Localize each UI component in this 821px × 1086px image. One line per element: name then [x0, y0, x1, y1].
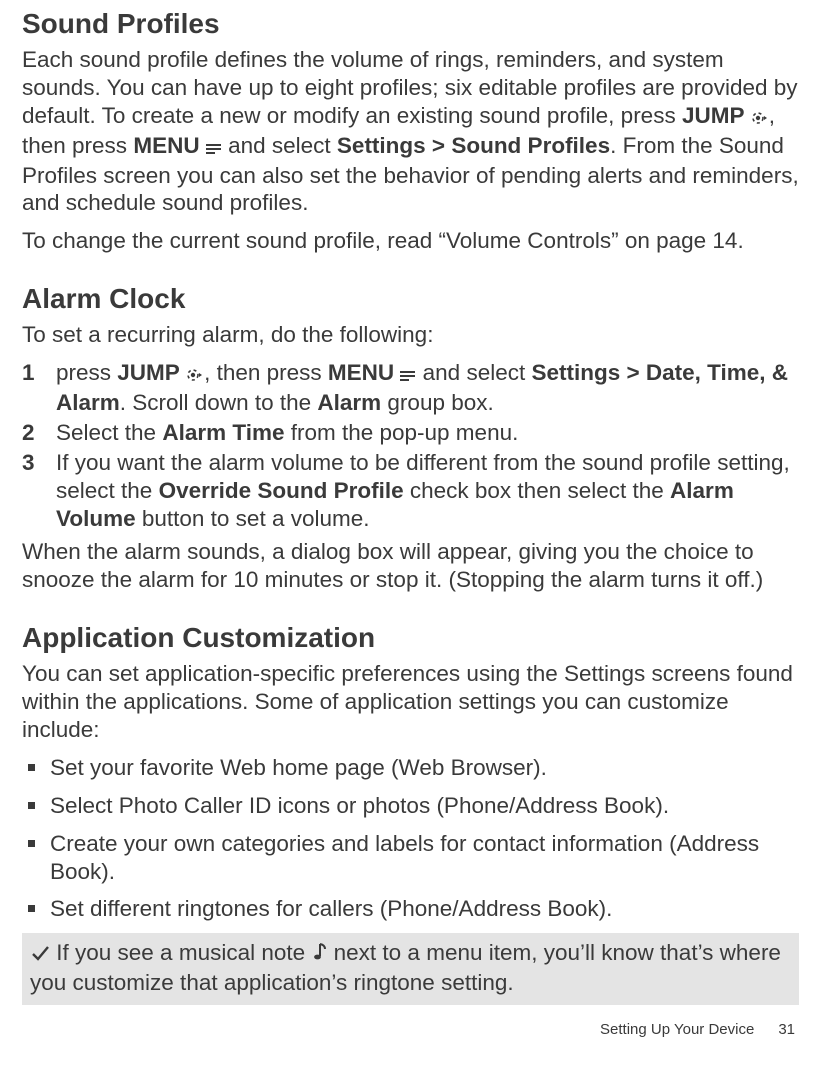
jump-icon — [186, 361, 204, 389]
footer-section-name: Setting Up Your Device — [600, 1021, 754, 1038]
bullet-list: Set your favorite Web home page (Web Bro… — [22, 754, 799, 923]
text: button to set a volume. — [136, 506, 370, 531]
list-item: Create your own categories and labels fo… — [22, 830, 799, 886]
label-menu: MENU — [133, 133, 199, 158]
text: If you see a musical note — [50, 940, 311, 965]
list-item: Set different ringtones for callers (Pho… — [22, 895, 799, 923]
paragraph: You can set application-specific prefere… — [22, 660, 799, 744]
label-menu: MENU — [328, 360, 394, 385]
check-icon — [30, 941, 50, 969]
menu-icon — [400, 361, 416, 389]
text: , then press — [204, 360, 328, 385]
paragraph: To set a recurring alarm, do the followi… — [22, 321, 799, 349]
step-3: If you want the alarm volume to be diffe… — [22, 449, 799, 533]
jump-icon — [751, 104, 769, 132]
text: group box. — [381, 390, 494, 415]
paragraph: To change the current sound profile, rea… — [22, 227, 799, 255]
label-override: Override Sound Profile — [159, 478, 404, 503]
ordered-steps: press JUMP , then press MENU and select … — [22, 359, 799, 532]
menu-path: Settings > Sound Profiles — [337, 133, 610, 158]
label-jump: JUMP — [682, 103, 745, 128]
text: . Scroll down to the — [120, 390, 318, 415]
label-jump: JUMP — [117, 360, 180, 385]
list-item: Select Photo Caller ID icons or photos (… — [22, 792, 799, 820]
text: from the pop-up menu. — [284, 420, 518, 445]
paragraph: Each sound profile defines the volume of… — [22, 46, 799, 217]
music-note-icon — [311, 941, 327, 969]
text: press — [56, 360, 117, 385]
tip-callout: If you see a musical note next to a menu… — [22, 933, 799, 1005]
page-number: 31 — [778, 1021, 795, 1038]
heading-alarm-clock: Alarm Clock — [22, 283, 799, 315]
text: check box then select the — [404, 478, 670, 503]
page-footer: Setting Up Your Device 31 — [22, 1021, 799, 1038]
paragraph: When the alarm sounds, a dialog box will… — [22, 538, 799, 594]
step-2: Select the Alarm Time from the pop-up me… — [22, 419, 799, 447]
step-1: press JUMP , then press MENU and select … — [22, 359, 799, 417]
label-alarm-time: Alarm Time — [162, 420, 284, 445]
text: and select — [416, 360, 531, 385]
heading-app-customization: Application Customization — [22, 622, 799, 654]
list-item: Set your favorite Web home page (Web Bro… — [22, 754, 799, 782]
text: and select — [222, 133, 337, 158]
text: Select the — [56, 420, 162, 445]
menu-icon — [206, 134, 222, 162]
document-page: Sound Profiles Each sound profile define… — [0, 0, 821, 1058]
heading-sound-profiles: Sound Profiles — [22, 8, 799, 40]
label-alarm: Alarm — [317, 390, 381, 415]
